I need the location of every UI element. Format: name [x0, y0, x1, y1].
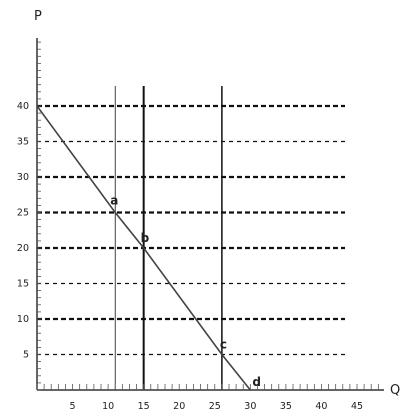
point-d-label: d: [252, 375, 261, 389]
x-tick-label: 30: [244, 401, 256, 412]
x-tick-label: 45: [351, 401, 363, 412]
x-tick-label: 10: [102, 401, 114, 412]
y-tick-label: 25: [17, 208, 29, 219]
x-tick-label: 20: [173, 401, 185, 412]
vertical-reference-lines: [114, 86, 223, 390]
point-labels: a b c d: [110, 194, 261, 390]
x-tick-label: 5: [70, 401, 76, 412]
x-tick-label: 40: [315, 401, 327, 412]
x-tick-label: 25: [209, 401, 221, 412]
demand-line: [36, 105, 251, 391]
tick-labels: 5 10 15 20 25 30 35 40 45 5 10 15 20 25 30 35 40: [17, 101, 363, 412]
y-tick-label: 20: [17, 243, 29, 254]
y-tick-label: 35: [17, 137, 29, 148]
y-axis-label: P: [34, 9, 42, 24]
y-tick-label: 5: [23, 350, 29, 361]
y-tick-label: 10: [17, 314, 29, 325]
grid-lines: [37, 104, 345, 356]
axes: [36, 38, 384, 391]
x-axis-label: Q: [390, 383, 400, 398]
point-a-label: a: [110, 194, 118, 208]
y-tick-label: 15: [17, 279, 29, 290]
y-tick-label: 40: [17, 101, 29, 112]
point-c-label: c: [220, 338, 227, 352]
y-tick-label: 30: [17, 172, 29, 183]
demand-line-path: [36, 105, 251, 391]
x-tick-label: 15: [138, 401, 150, 412]
point-b-label: b: [141, 231, 150, 245]
x-tick-label: 35: [280, 401, 292, 412]
